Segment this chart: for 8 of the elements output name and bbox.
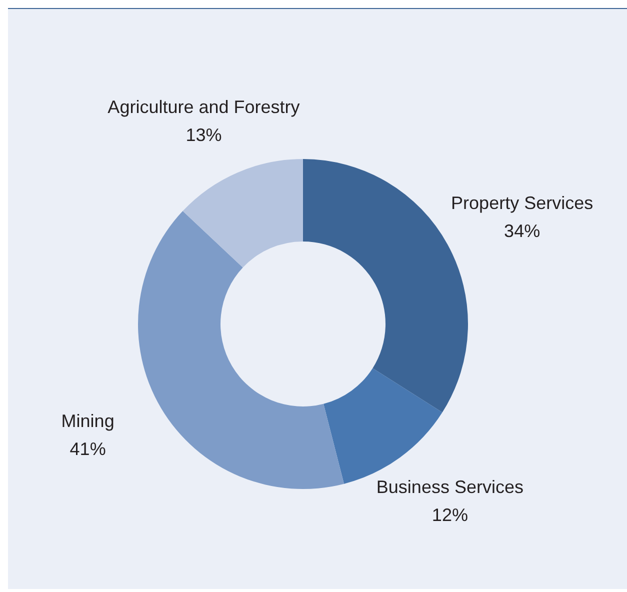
slice-label: Property Services — [451, 192, 594, 213]
data-label: 41% — [70, 438, 106, 459]
slice-label: Business Services — [376, 476, 524, 497]
data-label: 12% — [432, 504, 468, 525]
data-label: 34% — [504, 220, 540, 241]
slice-label: Mining — [61, 410, 114, 431]
slice-label: Agriculture and Forestry — [108, 97, 300, 118]
data-label: 13% — [186, 125, 222, 146]
